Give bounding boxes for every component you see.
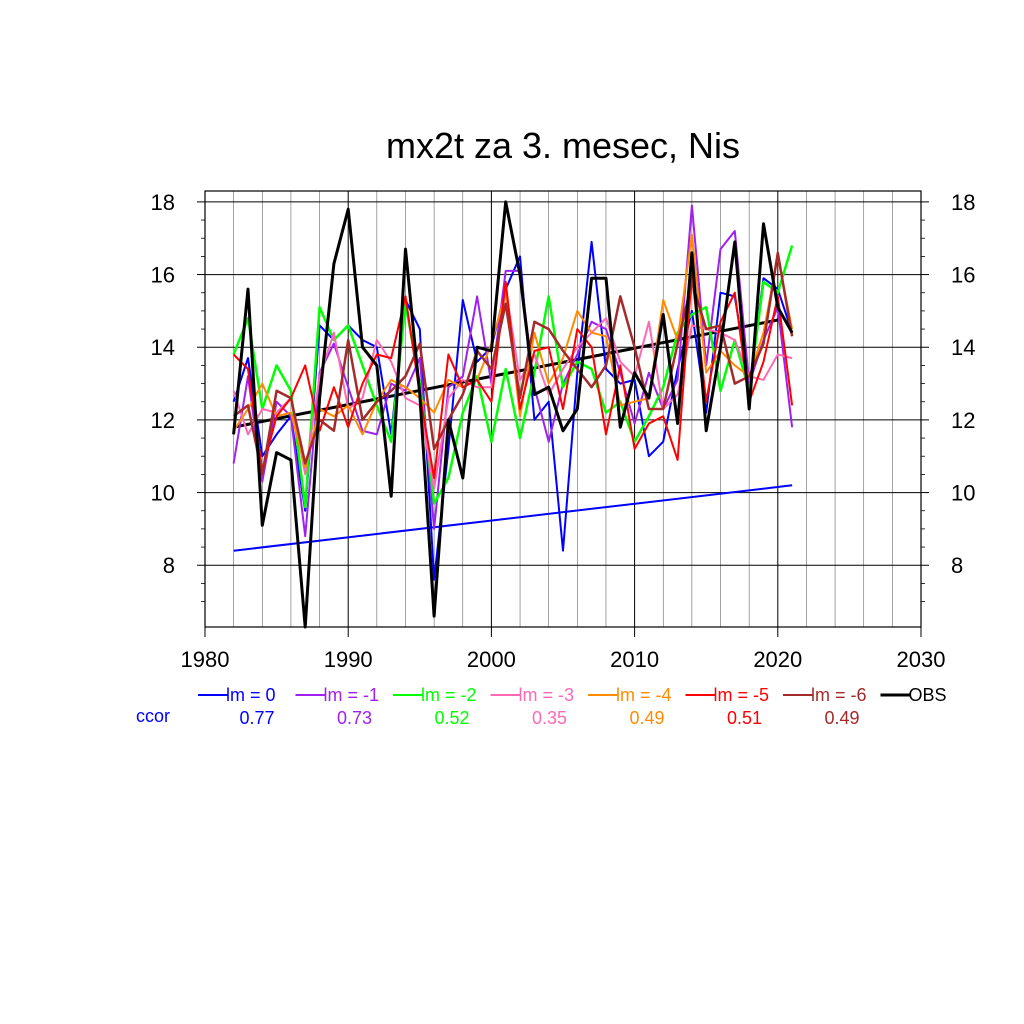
legend-label-0: lm = 0 (226, 685, 276, 705)
x-tick-label: 2020 (753, 647, 802, 672)
legend-label-1: lm = -1 (324, 685, 380, 705)
legend-label-5: lm = -5 (714, 685, 770, 705)
ccor-value-5: 0.51 (727, 708, 762, 728)
axis-ticks: 1980 1990 2000 2010 2020 2030 8 8 10 10 12 12 14 14 16… (151, 190, 976, 672)
series-line-2 (232, 245, 794, 509)
legend-label-3: lm = -3 (519, 685, 575, 705)
y-tick-label-right: 8 (951, 553, 963, 578)
y-tick-label-right: 18 (951, 190, 975, 215)
y-tick-label-left: 16 (151, 263, 175, 288)
x-tick-label: 1990 (324, 647, 373, 672)
series-line-1 (232, 204, 794, 538)
y-tick-label-left: 14 (151, 335, 175, 360)
x-tick-label: 2000 (467, 647, 516, 672)
series-line-6 (232, 251, 794, 476)
y-tick-label-right: 16 (951, 263, 975, 288)
y-tick-label-right: 14 (951, 335, 975, 360)
legend-label-2: lm = -2 (421, 685, 477, 705)
ccor-values: 0.77 0.73 0.52 0.35 0.49 0.51 0.49 (239, 708, 859, 728)
trend-line-0 (233, 484, 793, 552)
plot-frame (204, 190, 922, 628)
y-tick-label-left: 12 (151, 408, 175, 433)
y-tick-label-right: 12 (951, 408, 975, 433)
ccor-value-1: 0.73 (337, 708, 372, 728)
legend-label-6: lm = -6 (811, 685, 867, 705)
ccor-value-3: 0.35 (532, 708, 567, 728)
legend-label-4: lm = -4 (616, 685, 672, 705)
y-tick-label-left: 18 (151, 190, 175, 215)
x-tick-label: 2010 (610, 647, 659, 672)
y-tick-label-left: 10 (151, 481, 175, 506)
x-tick-label: 2030 (897, 647, 946, 672)
ccor-label: ccor (136, 706, 170, 726)
ccor-value-2: 0.52 (434, 708, 469, 728)
ccor-value-4: 0.49 (629, 708, 664, 728)
y-tick-label-right: 10 (951, 481, 975, 506)
series-line-7 (232, 200, 794, 629)
y-tick-label-left: 8 (163, 553, 175, 578)
legend-label-7: OBS (909, 685, 947, 705)
plot-series (232, 200, 794, 629)
x-tick-label: 1980 (181, 647, 230, 672)
legend: lm = 0 lm = -1 lm = -2 lm = -3 lm = -4 lm = -… (198, 685, 947, 705)
ccor-value-0: 0.77 (239, 708, 274, 728)
ccor-value-6: 0.49 (824, 708, 859, 728)
chart-title: mx2t za 3. mesec, Nis (386, 125, 740, 166)
